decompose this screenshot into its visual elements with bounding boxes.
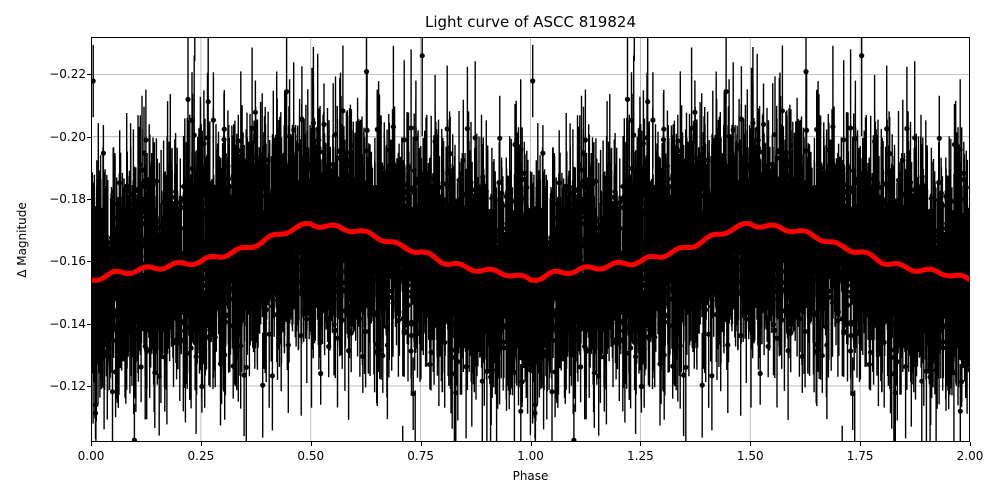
y-tick-mark [87,199,91,200]
x-tick-mark [640,442,642,446]
x-tick-mark [860,442,862,446]
y-tick-label: −0.20 [49,129,86,144]
x-tick-label: 0.75 [407,449,434,463]
x-tick-label: 0.25 [187,449,215,463]
y-tick-label: −0.22 [49,67,86,82]
x-tick-label: 0.00 [77,449,105,463]
chart-title: Light curve of ASCC 819824 [425,13,636,31]
y-tick-mark [87,136,91,138]
data-markers [91,53,970,442]
x-tick-label: 1.25 [627,449,654,463]
y-tick-label: −0.12 [49,378,86,393]
observation-points [91,37,970,442]
y-tick-label: −0.14 [49,316,86,331]
x-tick-label: 1.50 [736,449,764,463]
y-tick-label: −0.16 [49,254,86,269]
y-tick-mark [87,261,91,263]
y-axis-label: Δ Magnitude [15,202,29,278]
x-tick-label: 1.00 [517,449,544,463]
y-tick-mark [87,74,91,76]
x-tick-mark [310,442,312,446]
x-tick-mark [420,442,422,446]
x-tick-mark [970,442,971,446]
x-tick-label: 0.50 [297,449,325,463]
x-tick-mark [200,442,202,446]
y-tick-label: −0.18 [49,192,86,206]
y-tick-mark [87,323,91,325]
plot-canvas [91,37,970,442]
plot-area [91,37,970,442]
x-tick-mark [750,442,752,446]
x-axis-label: Phase [512,469,549,483]
x-tick-mark [91,442,92,446]
x-tick-label: 1.75 [846,449,874,463]
x-tick-label: 2.00 [956,449,984,463]
y-tick-mark [87,385,91,387]
binned-mean-curve [91,221,970,283]
x-tick-mark [530,442,532,446]
